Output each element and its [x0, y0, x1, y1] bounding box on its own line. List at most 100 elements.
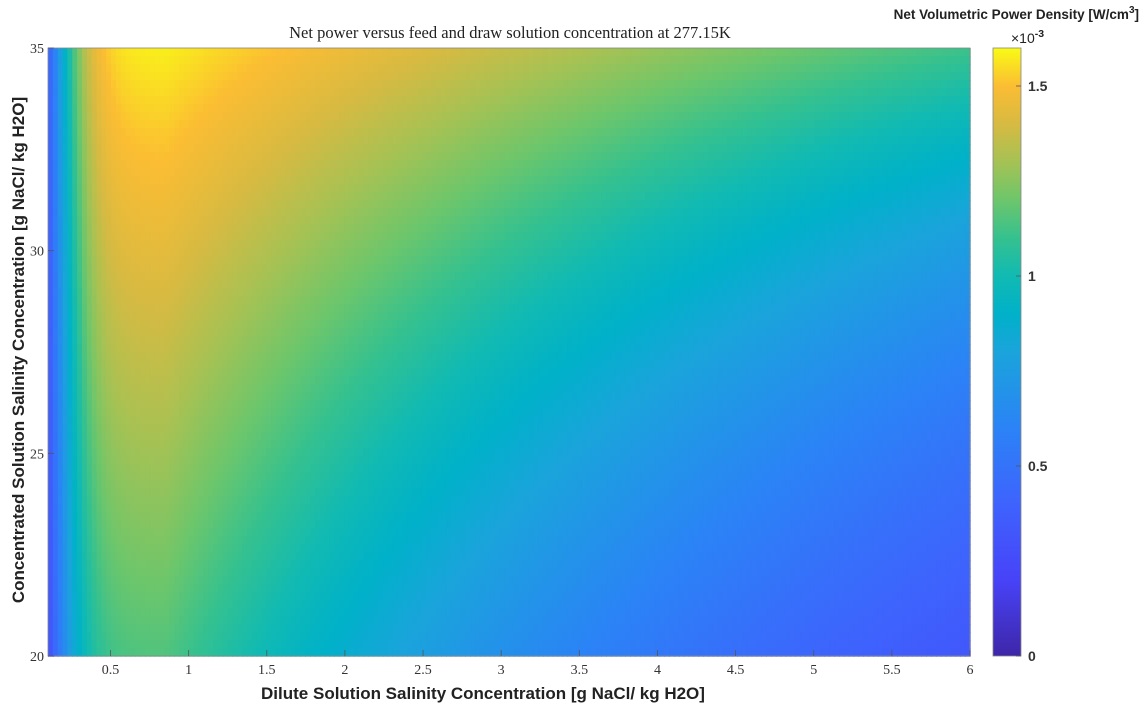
heatmap-cell — [542, 176, 549, 185]
heatmap-cell — [601, 96, 607, 105]
heatmap-cell — [363, 136, 369, 145]
heatmap-cell — [227, 184, 234, 193]
heatmap-cell — [183, 72, 190, 81]
heatmap-cell — [339, 136, 345, 145]
heatmap-cell — [256, 72, 263, 81]
heatmap-cell — [470, 144, 476, 153]
heatmap-cell — [644, 192, 651, 201]
heatmap-cell — [159, 248, 166, 257]
heatmap-cell — [484, 184, 491, 193]
heatmap-cell — [416, 56, 423, 65]
heatmap-cell — [111, 88, 117, 97]
heatmap-cell — [353, 112, 360, 121]
heatmap-cell — [518, 96, 525, 105]
heatmap-cell — [169, 232, 175, 241]
heatmap-cell — [266, 120, 272, 129]
heatmap-cell — [285, 144, 292, 153]
heatmap-cell — [479, 160, 486, 169]
heatmap-cell — [445, 152, 452, 161]
heatmap-cell — [586, 208, 593, 217]
heatmap-cell — [824, 136, 830, 145]
heatmap-cell — [237, 152, 243, 161]
heatmap-cell — [125, 160, 132, 169]
heatmap-cell — [518, 120, 525, 129]
heatmap-cell — [387, 104, 394, 113]
heatmap-cell — [931, 176, 937, 185]
heatmap-cell — [256, 80, 263, 89]
heatmap-cell — [504, 120, 510, 129]
heatmap-cell — [965, 56, 971, 65]
heatmap-cell — [67, 88, 73, 97]
heatmap-cell — [625, 48, 632, 57]
heatmap-cell — [159, 104, 166, 113]
heatmap-cell — [470, 136, 476, 145]
heatmap-cell — [115, 184, 122, 193]
heatmap-cell — [586, 144, 593, 153]
heatmap-cell — [314, 48, 321, 57]
heatmap-cell — [445, 104, 452, 113]
heatmap-cell — [649, 88, 656, 97]
heatmap-cell — [936, 160, 942, 169]
heatmap-cell — [552, 112, 559, 121]
heatmap-cell — [208, 168, 214, 177]
heatmap-cell — [237, 96, 243, 105]
heatmap-cell — [552, 72, 559, 81]
heatmap-cell — [130, 152, 137, 161]
heatmap-cell — [586, 80, 593, 89]
heatmap-cell — [120, 96, 127, 105]
heatmap-cell — [358, 168, 365, 177]
heatmap-cell — [198, 168, 204, 177]
heatmap-cell — [921, 232, 928, 241]
heatmap-cell — [897, 152, 903, 161]
heatmap-cell — [936, 200, 942, 209]
heatmap-cell — [470, 120, 476, 129]
heatmap-cell — [465, 136, 471, 145]
heatmap-cell — [562, 56, 568, 65]
heatmap-cell — [533, 232, 539, 241]
heatmap-cell — [52, 208, 59, 217]
heatmap-cell — [251, 64, 258, 73]
heatmap-cell — [159, 56, 166, 65]
heatmap-cell — [853, 232, 860, 241]
heatmap-cell — [771, 48, 777, 57]
heatmap-cell — [868, 56, 874, 65]
heatmap-cell — [246, 224, 253, 233]
heatmap-cell — [872, 184, 879, 193]
heatmap-cell — [678, 248, 685, 257]
heatmap-cell — [722, 112, 729, 121]
heatmap-cell — [300, 200, 306, 209]
heatmap-cell — [664, 88, 670, 97]
heatmap-cell — [441, 152, 447, 161]
heatmap-cell — [305, 48, 311, 57]
heatmap-cell — [470, 200, 476, 209]
heatmap-cell — [130, 200, 137, 209]
heatmap-cell — [436, 48, 442, 57]
heatmap-cell — [81, 232, 88, 241]
heatmap-cell — [305, 232, 311, 241]
heatmap-cell — [319, 136, 326, 145]
heatmap-cell — [246, 240, 253, 249]
heatmap-cell — [344, 88, 350, 97]
heatmap-cell — [208, 224, 214, 233]
heatmap-cell — [581, 248, 588, 257]
heatmap-cell — [790, 104, 796, 113]
heatmap-cell — [528, 152, 534, 161]
heatmap-cell — [596, 80, 602, 89]
heatmap-cell — [717, 104, 724, 113]
heatmap-cell — [509, 216, 515, 225]
heatmap-cell — [411, 80, 418, 89]
heatmap-cell — [766, 160, 772, 169]
heatmap-cell — [77, 136, 83, 145]
heatmap-cell — [834, 208, 840, 217]
heatmap-cell — [227, 128, 234, 137]
heatmap-cell — [673, 168, 680, 177]
heatmap-cell — [300, 104, 306, 113]
heatmap-cell — [557, 144, 564, 153]
heatmap-cell — [62, 232, 69, 241]
heatmap-cell — [877, 48, 884, 57]
heatmap-cell — [940, 192, 947, 201]
heatmap-cell — [673, 48, 680, 57]
heatmap-cell — [547, 136, 554, 145]
heatmap-cell — [484, 248, 491, 257]
heatmap-cell — [358, 56, 365, 65]
